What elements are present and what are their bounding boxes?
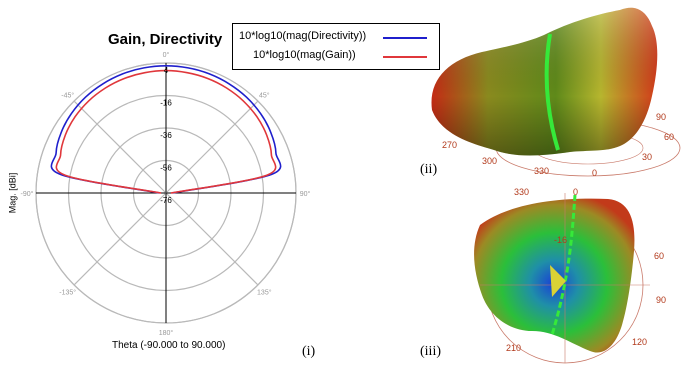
polar-grid bbox=[35, 62, 297, 324]
series-line-gain bbox=[55, 69, 277, 194]
theta-cut-ring bbox=[544, 33, 560, 151]
azimuth-labels: 330 0 60 90 120 210 -16 bbox=[506, 187, 666, 353]
series-layer bbox=[50, 64, 282, 194]
series-line-directivity bbox=[50, 64, 282, 194]
radial-tick-label: -36 bbox=[160, 131, 172, 140]
azimuth-label: 30 bbox=[642, 152, 652, 162]
x-axis-label: Theta (-90.000 to 90.000) bbox=[112, 340, 226, 351]
legend-entry-gain: 10*log10(mag(Gain)) bbox=[253, 49, 356, 61]
angle-tick-label: 0° bbox=[163, 51, 170, 59]
azimuth-label: 300 bbox=[482, 156, 497, 166]
panel-label-ii: (ii) bbox=[420, 162, 438, 177]
polar-chart: 0° 45° 90° 135° 180° -135° -90° -45° 4 -16 -36 -56 -… bbox=[21, 51, 311, 337]
azimuth-label: 210 bbox=[506, 343, 521, 353]
pattern-3d-view-iii: 330 0 60 90 120 210 -16 bbox=[474, 187, 666, 364]
azimuth-label: 270 bbox=[442, 140, 457, 150]
azimuth-label: 330 bbox=[534, 166, 549, 176]
azimuth-label: 90 bbox=[656, 295, 666, 305]
angle-tick-label: -135° bbox=[59, 288, 76, 296]
legend-line-directivity bbox=[383, 37, 427, 39]
legend-entry-directivity: 10*log10(mag(Directivity)) bbox=[239, 30, 367, 42]
legend: 10*log10(mag(Directivity)) 10*log10(mag(… bbox=[232, 23, 440, 70]
angle-tick-label: -90° bbox=[21, 190, 34, 198]
angle-tick-label: 90° bbox=[300, 190, 311, 198]
azimuth-label: 120 bbox=[632, 337, 647, 347]
legend-line-gain bbox=[383, 56, 427, 58]
azimuth-labels: 90 60 30 0 330 300 270 bbox=[442, 112, 674, 178]
y-axis-label: Mag. [dBi] bbox=[7, 172, 18, 214]
radial-tick-label: -56 bbox=[160, 164, 172, 173]
azimuth-label: 330 bbox=[514, 187, 529, 197]
chart-title: Gain, Directivity bbox=[108, 31, 223, 48]
azimuth-label: 60 bbox=[664, 132, 674, 142]
radial-tick-label: 4 bbox=[164, 66, 169, 75]
grid-spoke bbox=[165, 192, 259, 286]
angle-tick-label: 135° bbox=[257, 288, 272, 296]
pattern-3d-view-ii: 90 60 30 0 330 300 270 bbox=[431, 7, 681, 178]
radial-label: -16 bbox=[554, 235, 567, 245]
radial-tick-label: -76 bbox=[160, 196, 172, 205]
tick-layer: 0° 45° 90° 135° 180° -135° -90° -45° 4 -16 -36 -56 -… bbox=[21, 51, 311, 337]
pattern-surface-shade bbox=[431, 7, 658, 156]
grid-spoke bbox=[165, 100, 259, 194]
angle-tick-label: -45° bbox=[61, 92, 74, 100]
grid-spoke bbox=[73, 100, 167, 194]
azimuth-label: 60 bbox=[654, 251, 664, 261]
azimuth-label: 0 bbox=[573, 187, 578, 197]
angle-tick-label: 45° bbox=[259, 92, 270, 100]
grid-spoke bbox=[73, 192, 167, 286]
panel-label-i: (i) bbox=[302, 344, 316, 359]
radial-tick-label: -16 bbox=[160, 99, 172, 108]
panel-label-iii: (iii) bbox=[420, 344, 441, 359]
azimuth-label: 0 bbox=[592, 168, 597, 178]
theta-cut-ring bbox=[550, 194, 577, 336]
azimuth-label: 90 bbox=[656, 112, 666, 122]
angle-tick-label: 180° bbox=[159, 329, 174, 337]
feed-spike bbox=[550, 265, 566, 297]
